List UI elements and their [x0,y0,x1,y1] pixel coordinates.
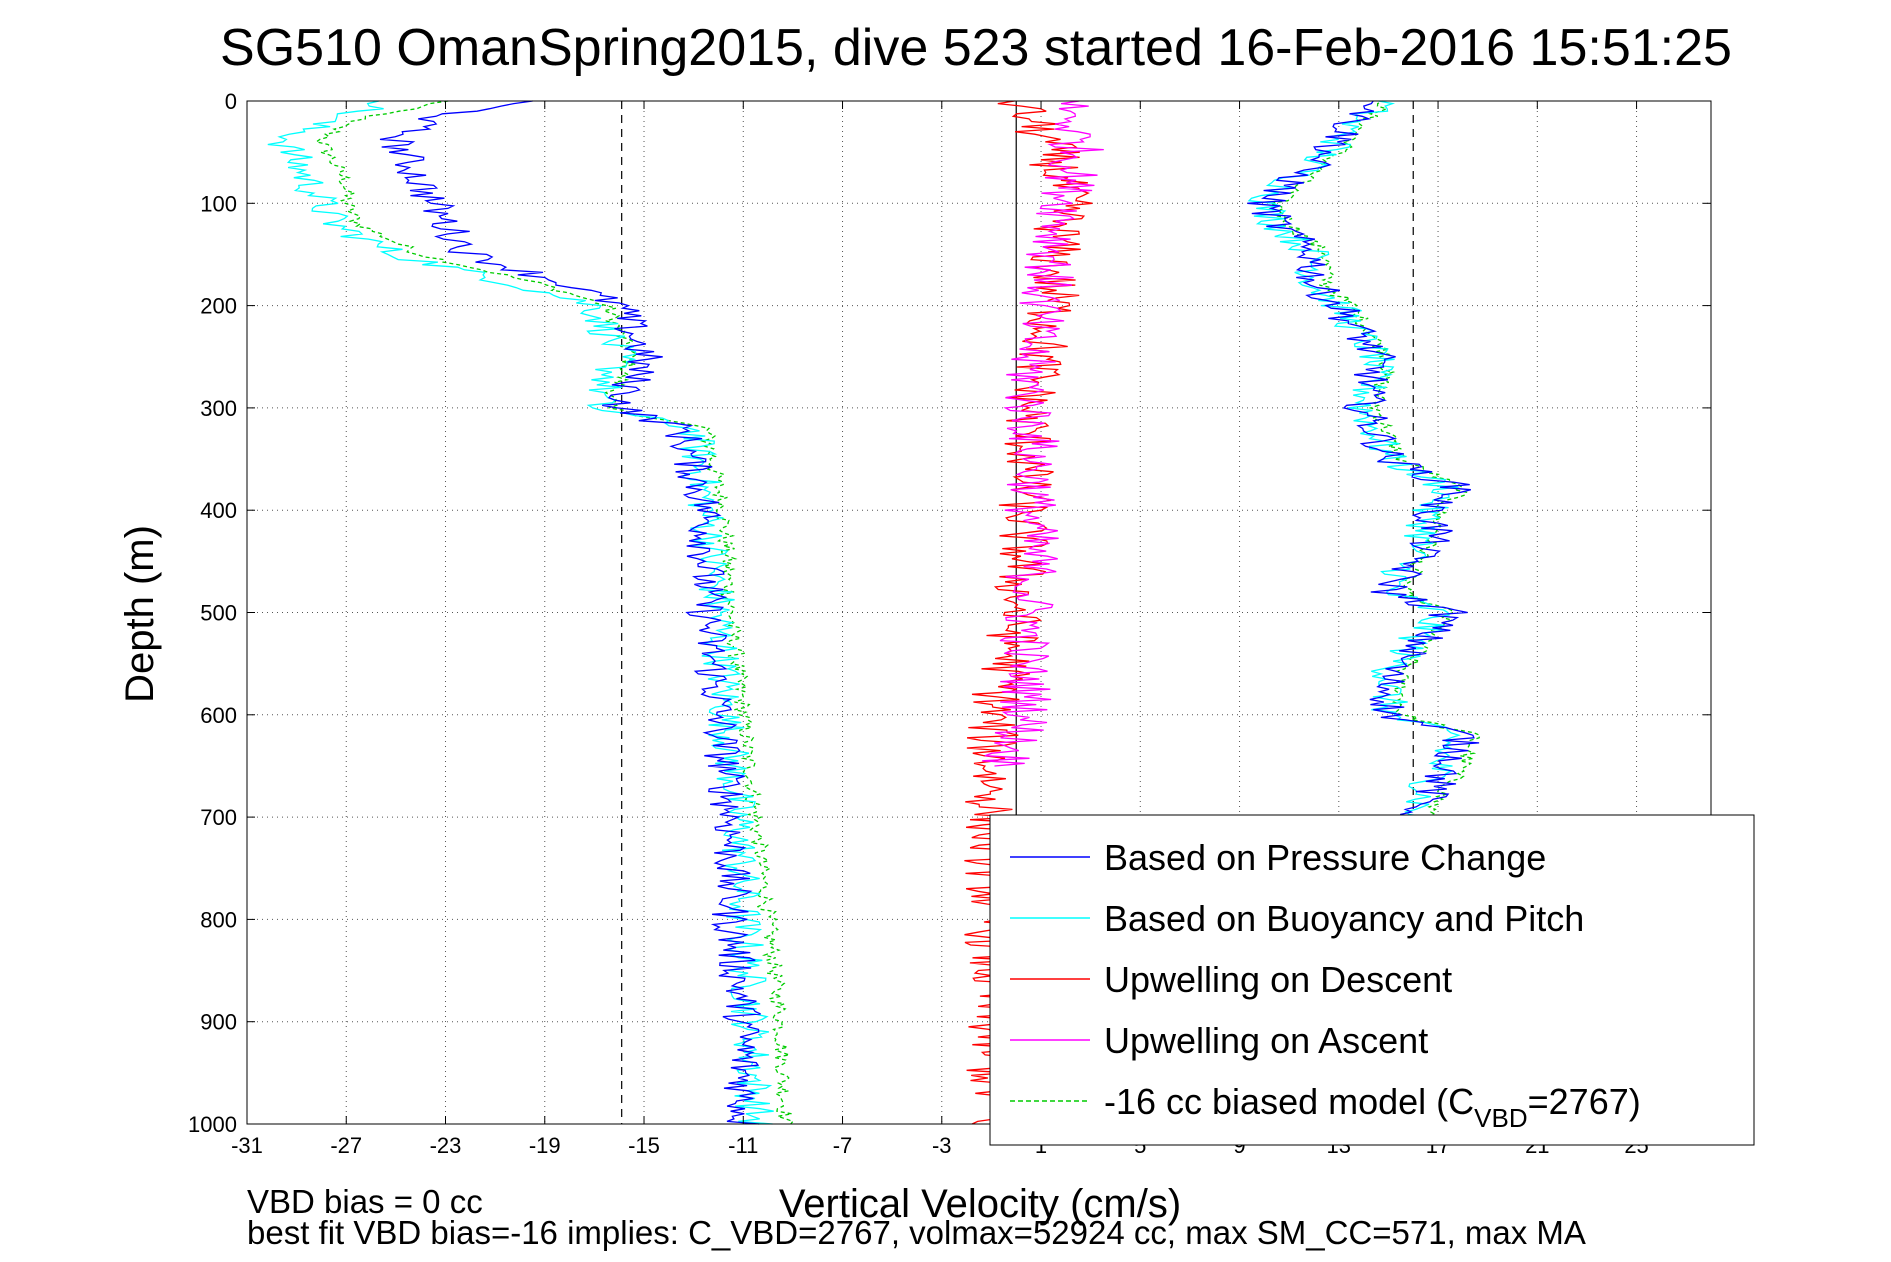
y-tick-label: 800 [200,907,237,932]
legend-label-subscript: VBD [1474,1103,1527,1133]
series-line [982,100,1104,767]
footer-line-1: VBD bias = 0 cc [247,1183,483,1220]
y-tick-label: 700 [200,805,237,830]
legend-label: Upwelling on Ascent [1104,1020,1428,1061]
y-tick-label: 1000 [188,1112,237,1137]
series-line [314,100,795,1125]
y-tick-label: 100 [200,191,237,216]
legend-label-prefix: -16 cc biased model (C [1104,1081,1474,1122]
y-tick-label: 300 [200,396,237,421]
x-tick-label: -3 [932,1133,952,1158]
legend-label: Based on Pressure Change [1104,837,1546,878]
x-axis-label: Vertical Velocity (cm/s) [779,1182,1181,1226]
y-tick-label: 0 [225,89,237,114]
legend-label-suffix: =2767) [1528,1081,1641,1122]
x-tick-label: -27 [330,1133,362,1158]
legend-label: -16 cc biased model (CVBD=2767) [1104,1081,1641,1133]
x-tick-label: -7 [833,1133,853,1158]
x-tick-label: -31 [231,1133,263,1158]
x-tick-label: -15 [628,1133,660,1158]
x-tick-label: -23 [430,1133,462,1158]
legend-box [989,814,1755,1146]
y-tick-label: 400 [200,498,237,523]
y-tick-label: 200 [200,294,237,319]
y-tick-label: 900 [200,1010,237,1035]
x-tick-label: -19 [529,1133,561,1158]
chart-title: SG510 OmanSpring2015, dive 523 started 1… [220,19,1732,77]
legend: Based on Pressure Change Based on Buoyanc… [989,814,1755,1146]
y-tick-label: 600 [200,703,237,728]
y-tick-label: 500 [200,601,237,626]
y-axis-label: Depth (m) [118,525,162,703]
footer-line-2: best fit VBD bias=-16 implies: C_VBD=276… [247,1214,1586,1251]
legend-label: Upwelling on Descent [1104,959,1452,1000]
legend-label: Based on Buoyancy and Pitch [1104,898,1584,939]
series-line [379,100,761,1125]
x-tick-label: -11 [728,1133,758,1158]
